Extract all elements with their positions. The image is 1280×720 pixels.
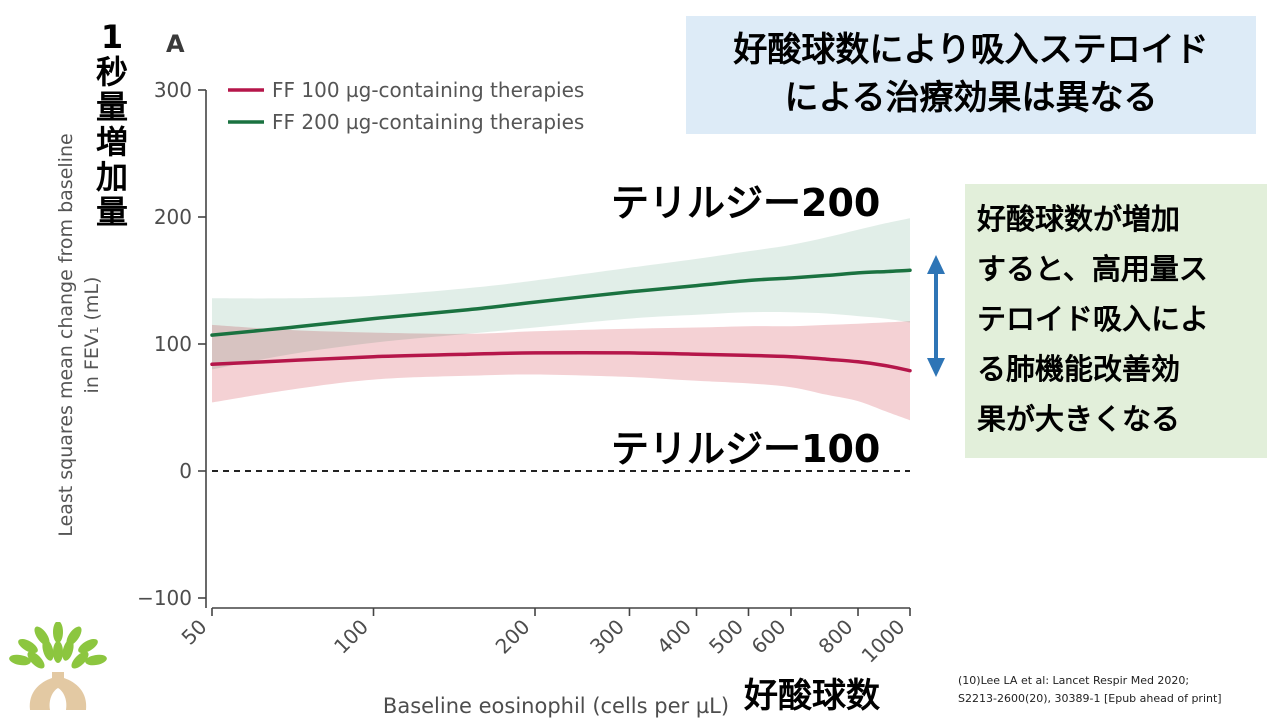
y-tick-label: 200 bbox=[154, 205, 192, 229]
tree-logo-leaf bbox=[42, 639, 54, 661]
x-tick-label: 1000 bbox=[857, 615, 910, 668]
series-line bbox=[210, 351, 912, 373]
note-box: 好酸球数が増加 すると、高用量ス テロイド吸入によ る肺機能改善効 果が大きくな… bbox=[965, 184, 1267, 458]
y-tick-label: 300 bbox=[154, 78, 192, 102]
tree-logo-leaf bbox=[85, 654, 107, 666]
tree-logo-trunk bbox=[29, 672, 87, 710]
x-tick-label: 200 bbox=[491, 615, 535, 659]
series-label-200: テリルジー200 bbox=[611, 181, 881, 225]
x-tick-label: 100 bbox=[329, 615, 373, 659]
x-tick-label: 300 bbox=[585, 615, 629, 659]
series-label-100: テリルジー100 bbox=[611, 427, 881, 471]
y-axis-label-jp-char: 加 bbox=[95, 158, 128, 196]
tree-logo-leaf bbox=[18, 639, 38, 653]
citation-line: S2213-2600(20), 30389-1 [Epub ahead of p… bbox=[958, 692, 1222, 705]
y-axis-label-jp-char: 量 bbox=[95, 88, 128, 126]
x-tick-label: 400 bbox=[652, 615, 696, 659]
y-axis-label-jp-char: 量 bbox=[95, 193, 128, 231]
y-tick-label: 0 bbox=[179, 459, 192, 483]
x-tick-label: 600 bbox=[747, 615, 791, 659]
double-arrow-head-up bbox=[927, 255, 945, 274]
legend-label: FF 200 µg-containing therapies bbox=[272, 110, 584, 134]
double-arrow-head-down bbox=[927, 358, 945, 377]
x-axis-label-jp: 好酸球数 bbox=[744, 676, 880, 716]
note-line: テロイド吸入によ bbox=[977, 302, 1210, 336]
note-line: すると、高用量ス bbox=[977, 252, 1208, 286]
series-line bbox=[210, 268, 912, 337]
x-tick-label: 500 bbox=[704, 615, 748, 659]
note-line: る肺機能改善効 bbox=[977, 352, 1181, 386]
y-axis-label-jp-char: 1 bbox=[100, 18, 124, 56]
tree-logo-leaf bbox=[71, 651, 89, 669]
legend-label: FF 100 µg-containing therapies bbox=[272, 78, 584, 102]
panel-label: A bbox=[166, 30, 185, 58]
tree-logo-leaf bbox=[9, 654, 31, 666]
x-axis-label: Baseline eosinophil (cells per µL) bbox=[383, 694, 729, 718]
x-tick-label: 800 bbox=[814, 615, 858, 659]
tree-logo-leaf bbox=[53, 622, 63, 643]
tree-logo-leaf bbox=[62, 639, 74, 661]
y-tick-label: 100 bbox=[154, 332, 192, 356]
y-axis-label-jp-char: 増 bbox=[95, 123, 128, 161]
tree-logo-leaf bbox=[53, 641, 63, 663]
title-line: 好酸球数により吸入ステロイド bbox=[733, 30, 1209, 70]
y-axis-label-jp: 1 秒 量 増 加 量 bbox=[92, 20, 132, 230]
tree-logo bbox=[9, 622, 107, 710]
x-tick-label: 50 bbox=[177, 615, 212, 650]
citation: (10)Lee LA et al: Lancet Respir Med 2020… bbox=[958, 672, 1222, 708]
y-axis-label: Least squares mean change from baseline i… bbox=[55, 133, 103, 536]
title-box: 好酸球数により吸入ステロイド による治療効果は異なる bbox=[686, 16, 1256, 134]
note-line: 果が大きくなる bbox=[977, 402, 1181, 436]
tree-logo-leaf bbox=[27, 651, 45, 669]
title-line: による治療効果は異なる bbox=[784, 78, 1158, 118]
citation-line: (10)Lee LA et al: Lancet Respir Med 2020… bbox=[958, 674, 1190, 687]
note-line: 好酸球数が増加 bbox=[977, 202, 1181, 236]
y-tick-label: −100 bbox=[137, 586, 192, 610]
tree-logo-leaf bbox=[78, 639, 98, 653]
confidence-band bbox=[212, 218, 910, 370]
confidence-band bbox=[212, 321, 910, 421]
y-axis-label-jp-char: 秒 bbox=[95, 53, 128, 91]
